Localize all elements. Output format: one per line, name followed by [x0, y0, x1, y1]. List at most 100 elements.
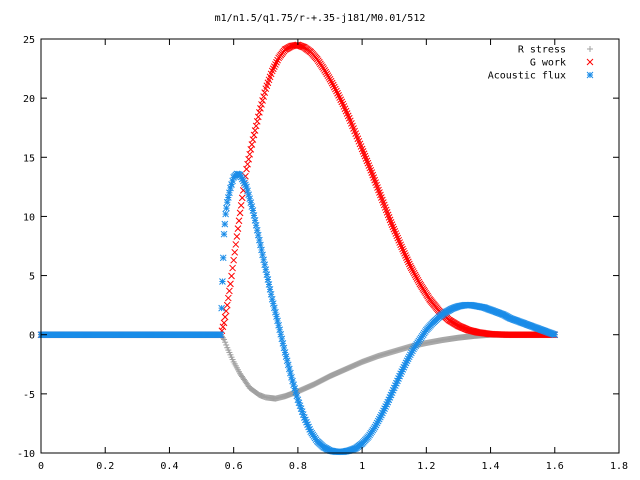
data-point [268, 67, 276, 75]
data-point [333, 87, 340, 95]
data-point [250, 131, 258, 139]
x-tick-label: 1 [359, 461, 365, 472]
data-point [404, 256, 411, 264]
data-point [326, 75, 334, 83]
data-point [221, 313, 229, 321]
data-point [413, 275, 421, 282]
data-point [328, 79, 336, 87]
data-point [279, 340, 287, 347]
data-point [251, 127, 259, 134]
data-point [273, 58, 280, 66]
legend-label: G work [530, 58, 566, 69]
data-point [269, 300, 277, 307]
data-point [229, 264, 236, 272]
data-point [217, 331, 225, 339]
data-point [223, 301, 231, 309]
data-point [219, 254, 227, 262]
data-point [404, 258, 412, 266]
axis-ticks: 0 0.2 0.4 0.6 0.8 1 1.2 1.4 1.6 1.8 -10 -5 0 5 10 15 20 2… [17, 35, 628, 472]
data-point [396, 239, 404, 246]
data-point [227, 280, 234, 288]
data-point [218, 304, 225, 312]
data-point [408, 266, 416, 274]
y-tick-label: 25 [23, 35, 35, 46]
data-point [399, 245, 406, 253]
data-point [390, 225, 398, 233]
data-point [294, 396, 302, 404]
data-point [415, 278, 423, 286]
data-point [394, 234, 402, 242]
data-point [392, 230, 400, 237]
data-point [278, 335, 286, 343]
data-point [406, 262, 414, 270]
data-point [246, 195, 254, 203]
data-point [259, 97, 266, 104]
data-point [391, 227, 399, 235]
data-point [409, 268, 417, 275]
data-point [327, 77, 335, 85]
chart-title: m1/n1.5/q1.75/r-+.35-j181/M0.01/512 [215, 13, 426, 24]
data-point [256, 108, 263, 116]
data-point [224, 294, 232, 302]
data-point [272, 308, 279, 316]
data-point [260, 93, 267, 100]
data-point [253, 118, 261, 125]
data-point [276, 326, 284, 334]
data-point [407, 264, 415, 272]
data-point [261, 261, 269, 269]
data-point [254, 113, 262, 121]
y-tick-label: 0 [29, 331, 35, 342]
data-point [414, 276, 422, 284]
x-tick-label: 0.4 [160, 461, 178, 472]
plot-frame [40, 38, 620, 454]
data-point [335, 92, 342, 99]
data-point [222, 339, 229, 346]
data-point [410, 269, 418, 277]
data-point [277, 330, 285, 338]
x-tick-label: 1.2 [417, 461, 435, 472]
data-point [389, 223, 397, 231]
data-point [223, 204, 230, 212]
data-point [237, 202, 245, 209]
data-point [269, 65, 277, 73]
data-point [268, 295, 276, 303]
data-point [405, 260, 413, 268]
x-tick-label: 0.8 [289, 461, 307, 472]
x-tick-label: 0 [38, 461, 44, 472]
data-point [248, 203, 256, 210]
data-point [249, 136, 257, 143]
data-point [234, 225, 242, 233]
data-point [398, 243, 405, 251]
data-point [284, 361, 292, 369]
data-point [283, 357, 291, 365]
y-tick-label: 5 [29, 272, 35, 283]
data-point [289, 377, 296, 385]
data-point [236, 209, 244, 217]
legend-marker [586, 71, 594, 79]
data-point [247, 199, 255, 206]
data-point [228, 272, 235, 280]
data-point [221, 220, 229, 228]
y-tick-label: 15 [23, 153, 35, 164]
data-point [226, 287, 233, 295]
y-tick-label: -10 [17, 449, 35, 460]
x-tick-label: 1.6 [546, 461, 564, 472]
legend: R stress G work Acoustic flux [488, 45, 594, 82]
y-tick-label: 20 [23, 94, 35, 105]
data-point [235, 217, 243, 225]
data-point [551, 331, 559, 339]
data-point [252, 122, 260, 130]
data-point [412, 273, 420, 281]
data-point [282, 353, 290, 360]
data-point [401, 249, 408, 257]
data-point [220, 319, 228, 327]
data-point [244, 187, 251, 195]
data-point [331, 85, 339, 93]
data-point [397, 241, 404, 249]
data-point [274, 317, 281, 325]
data-point [245, 191, 253, 199]
data-point [334, 89, 341, 97]
series-layer [37, 41, 559, 456]
data-point [232, 241, 240, 248]
